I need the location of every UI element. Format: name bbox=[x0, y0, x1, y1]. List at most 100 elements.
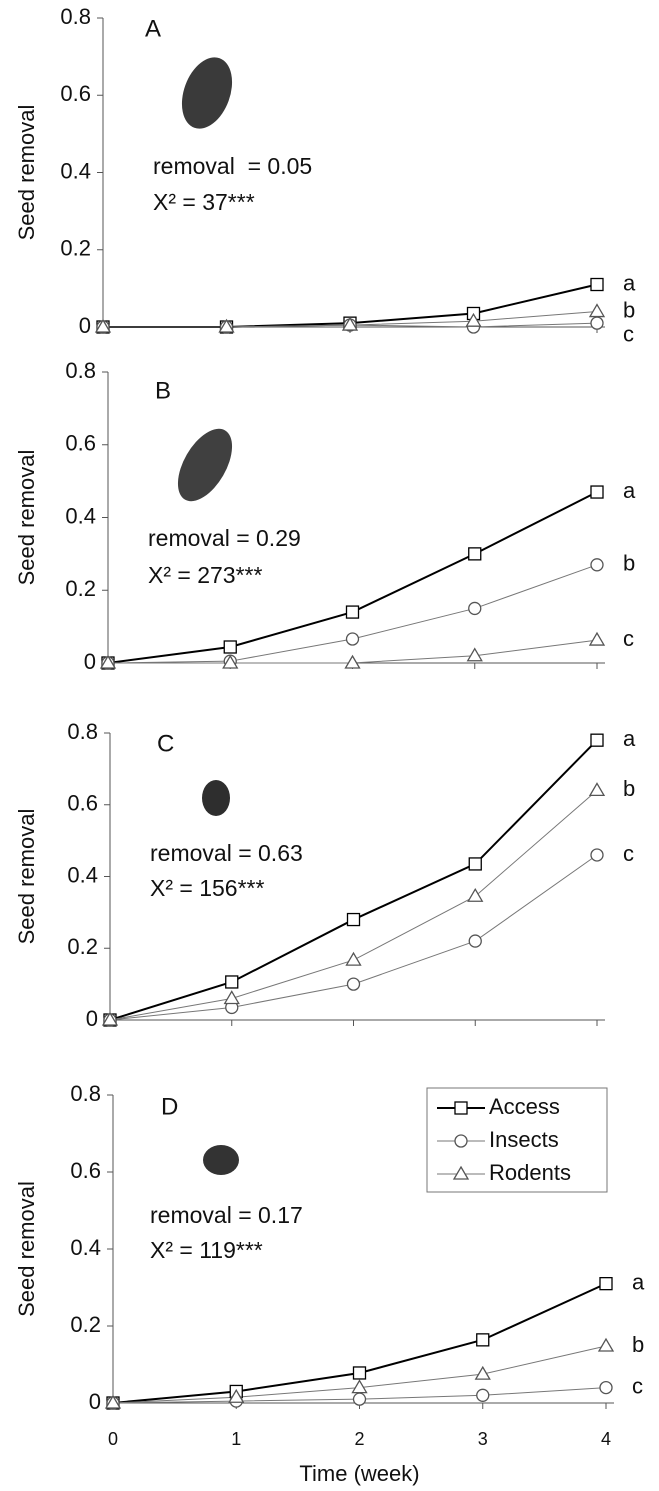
marker bbox=[341, 316, 359, 331]
marker bbox=[344, 654, 361, 669]
marker bbox=[588, 631, 606, 646]
y-tick-label: 0.4 bbox=[67, 862, 98, 887]
marker bbox=[223, 990, 240, 1005]
group-label: c bbox=[623, 626, 634, 651]
marker bbox=[465, 312, 482, 327]
group-label: c bbox=[632, 1373, 643, 1398]
y-tick-label: 0 bbox=[86, 1006, 98, 1031]
legend-marker bbox=[454, 1134, 468, 1148]
seed-image bbox=[202, 780, 230, 816]
marker bbox=[588, 782, 606, 797]
y-tick-label: 0.6 bbox=[70, 1158, 101, 1183]
marker bbox=[599, 1277, 613, 1291]
marker bbox=[468, 857, 482, 871]
group-label: a bbox=[623, 270, 636, 295]
y-tick-label: 0 bbox=[84, 649, 96, 674]
marker bbox=[99, 654, 117, 669]
y-axis-label: Seed removal bbox=[14, 105, 39, 241]
y-tick-label: 0.8 bbox=[70, 1081, 101, 1106]
y-tick-label: 0.2 bbox=[70, 1312, 101, 1337]
marker bbox=[466, 647, 483, 662]
marker bbox=[476, 1388, 490, 1402]
group-label: b bbox=[632, 1332, 644, 1357]
x-tick-label: 4 bbox=[601, 1429, 611, 1449]
annotation: X² = 119*** bbox=[150, 1237, 263, 1263]
marker bbox=[228, 1388, 245, 1403]
y-axis-label: Seed removal bbox=[14, 809, 39, 945]
marker bbox=[351, 1379, 368, 1394]
legend-label: Access bbox=[489, 1094, 560, 1119]
marker bbox=[218, 318, 235, 333]
legend-label: Insects bbox=[489, 1127, 559, 1152]
marker bbox=[468, 601, 482, 616]
annotation: removal = 0.63 bbox=[150, 840, 303, 866]
group-label: c bbox=[623, 321, 634, 346]
panel-label: C bbox=[157, 730, 174, 757]
y-tick-label: 0.2 bbox=[60, 236, 91, 261]
y-tick-label: 0.4 bbox=[65, 503, 96, 528]
marker bbox=[346, 977, 361, 991]
y-tick-label: 0.6 bbox=[60, 81, 91, 106]
marker bbox=[467, 887, 484, 902]
y-tick-label: 0.4 bbox=[60, 158, 91, 183]
group-label: c bbox=[623, 841, 634, 866]
legend-label: Rodents bbox=[489, 1160, 571, 1185]
y-axis-label: Seed removal bbox=[14, 450, 39, 586]
x-tick-label: 1 bbox=[231, 1429, 241, 1449]
y-tick-label: 0.6 bbox=[67, 791, 98, 816]
marker bbox=[590, 558, 604, 572]
legend-marker bbox=[454, 1101, 468, 1115]
marker bbox=[590, 733, 604, 747]
group-label: b bbox=[623, 776, 635, 801]
marker bbox=[222, 654, 239, 669]
x-tick-label: 3 bbox=[478, 1429, 488, 1449]
marker bbox=[94, 318, 112, 333]
annotation: removal = 0.29 bbox=[148, 525, 301, 551]
annotation: X² = 37*** bbox=[153, 189, 255, 215]
group-label: b bbox=[623, 551, 635, 576]
marker bbox=[104, 1394, 122, 1409]
seed-image bbox=[181, 57, 233, 129]
y-tick-label: 0 bbox=[89, 1389, 101, 1414]
x-tick-label: 0 bbox=[108, 1429, 118, 1449]
annotation: X² = 273*** bbox=[148, 562, 262, 588]
marker bbox=[468, 934, 482, 948]
group-label: a bbox=[623, 726, 636, 751]
marker bbox=[345, 605, 360, 619]
marker bbox=[476, 1333, 490, 1347]
y-tick-label: 0.8 bbox=[67, 719, 98, 744]
marker bbox=[588, 303, 606, 318]
annotation: X² = 156*** bbox=[150, 875, 264, 901]
marker bbox=[223, 640, 237, 654]
y-tick-label: 0 bbox=[79, 313, 91, 338]
marker bbox=[590, 485, 604, 499]
group-label: a bbox=[623, 478, 636, 503]
marker bbox=[590, 316, 604, 330]
legend-marker bbox=[452, 1165, 470, 1180]
marker bbox=[599, 1380, 613, 1395]
marker bbox=[590, 848, 604, 862]
marker bbox=[468, 547, 482, 561]
panel-label: A bbox=[145, 15, 161, 42]
y-tick-label: 0.8 bbox=[65, 358, 96, 383]
y-axis-label: Seed removal bbox=[14, 1181, 39, 1317]
annotation: removal = 0.17 bbox=[150, 1202, 303, 1228]
seed-image bbox=[203, 1145, 239, 1175]
marker bbox=[345, 632, 360, 646]
marker bbox=[597, 1337, 615, 1352]
panel-label: B bbox=[155, 377, 171, 404]
marker bbox=[590, 277, 604, 292]
y-tick-label: 0.6 bbox=[65, 431, 96, 456]
annotation: removal = 0.05 bbox=[153, 153, 312, 179]
group-label: a bbox=[632, 1269, 645, 1294]
marker bbox=[225, 975, 239, 989]
y-tick-label: 0.8 bbox=[60, 4, 91, 29]
x-tick-label: 2 bbox=[354, 1429, 364, 1449]
marker bbox=[474, 1365, 491, 1380]
y-tick-label: 0.2 bbox=[65, 576, 96, 601]
panel-label: D bbox=[161, 1093, 178, 1120]
y-tick-label: 0.2 bbox=[67, 934, 98, 959]
y-tick-label: 0.4 bbox=[70, 1235, 101, 1260]
marker bbox=[352, 1366, 367, 1380]
